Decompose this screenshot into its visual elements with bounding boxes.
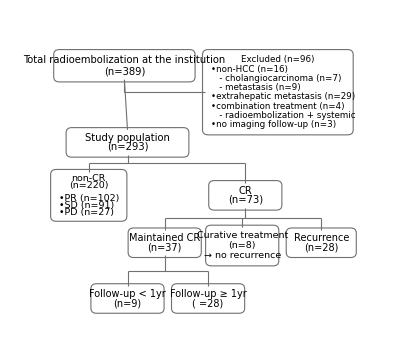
FancyBboxPatch shape	[206, 225, 279, 266]
Text: Curative treatment: Curative treatment	[196, 231, 288, 240]
FancyBboxPatch shape	[209, 181, 282, 210]
FancyBboxPatch shape	[91, 284, 164, 313]
Text: •non-HCC (n=16): •non-HCC (n=16)	[210, 64, 288, 73]
Text: CR: CR	[238, 186, 252, 196]
Text: •extrahepatic metastasis (n=29): •extrahepatic metastasis (n=29)	[210, 92, 355, 101]
Text: •no imaging follow-up (n=3): •no imaging follow-up (n=3)	[210, 120, 336, 129]
Text: (n=28): (n=28)	[304, 242, 338, 252]
Text: •PD (n=27): •PD (n=27)	[59, 208, 114, 217]
Text: •PR (n=102): •PR (n=102)	[59, 194, 119, 203]
Text: Recurrence: Recurrence	[294, 233, 349, 243]
Text: (n=73): (n=73)	[228, 195, 263, 205]
Text: - cholangiocarcinoma (n=7): - cholangiocarcinoma (n=7)	[210, 74, 341, 83]
Text: - metastasis (n=9): - metastasis (n=9)	[210, 83, 300, 92]
Text: (n=293): (n=293)	[107, 142, 148, 152]
FancyBboxPatch shape	[51, 169, 127, 221]
Text: - radioembolization + systemic: - radioembolization + systemic	[210, 111, 355, 120]
Text: Excluded (n=96): Excluded (n=96)	[241, 55, 315, 64]
FancyBboxPatch shape	[66, 128, 189, 157]
Text: Follow-up ≥ 1yr: Follow-up ≥ 1yr	[170, 289, 246, 299]
FancyBboxPatch shape	[202, 50, 353, 135]
Text: ( =28): ( =28)	[192, 298, 224, 308]
FancyBboxPatch shape	[286, 228, 356, 257]
FancyBboxPatch shape	[128, 228, 201, 257]
Text: •SD (n=91): •SD (n=91)	[59, 201, 114, 210]
Text: (n=220): (n=220)	[69, 181, 108, 190]
Text: Maintained CR: Maintained CR	[129, 233, 200, 243]
Text: Study population: Study population	[85, 133, 170, 143]
Text: (n=9): (n=9)	[114, 298, 142, 308]
Text: •combination treatment (n=4): •combination treatment (n=4)	[210, 102, 344, 111]
Text: → no recurrence: → no recurrence	[204, 251, 281, 260]
FancyBboxPatch shape	[172, 284, 245, 313]
Text: (n=8): (n=8)	[228, 241, 256, 250]
FancyBboxPatch shape	[54, 50, 195, 82]
Text: non-CR: non-CR	[72, 174, 106, 183]
Text: Follow-up < 1yr: Follow-up < 1yr	[89, 289, 166, 299]
Text: (n=37): (n=37)	[148, 242, 182, 252]
Text: (n=389): (n=389)	[104, 66, 145, 76]
Text: Total radioembolization at the institution: Total radioembolization at the instituti…	[23, 55, 226, 66]
